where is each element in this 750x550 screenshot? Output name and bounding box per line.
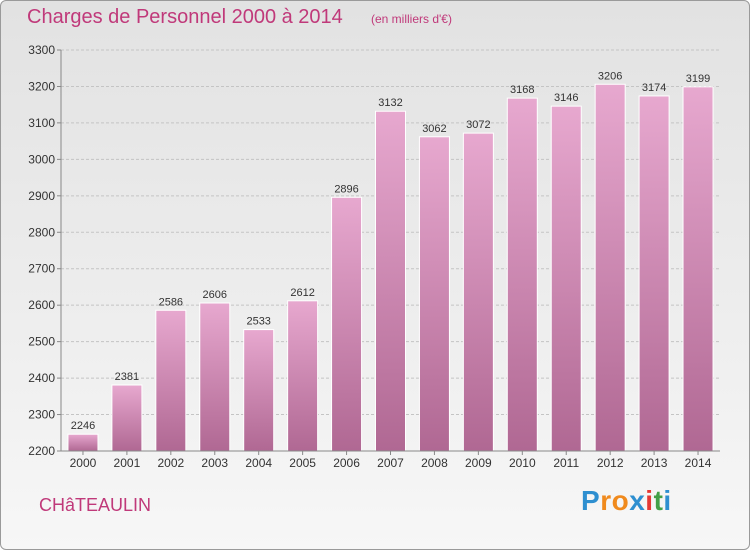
logo-letter: x: [629, 485, 646, 516]
x-tick-label: 2001: [114, 456, 141, 470]
bar: [287, 300, 319, 452]
x-tick-label: 2006: [333, 456, 360, 470]
bar-value-label: 3146: [554, 92, 578, 104]
bar: [506, 97, 538, 452]
bar-value-label: 3132: [378, 97, 402, 109]
proxiti-logo[interactable]: Proxiti: [581, 485, 672, 517]
bar-value-label: 2896: [334, 183, 358, 195]
bar-value-label: 3174: [642, 82, 666, 94]
y-tick-label: 3100: [28, 116, 55, 130]
x-tick-label: 2009: [465, 456, 492, 470]
y-tick-label: 3000: [28, 152, 55, 166]
chart-subtitle: (en milliers d'€): [371, 12, 452, 26]
y-tick-label: 2900: [28, 189, 55, 203]
x-tick-label: 2011: [553, 456, 579, 470]
bar-value-label: 2606: [203, 289, 227, 301]
y-tick-label: 2600: [28, 298, 55, 312]
logo-letter: i: [663, 485, 672, 516]
x-tick-label: 2003: [201, 456, 228, 470]
logo-letter: i: [645, 485, 654, 516]
x-tick-label: 2007: [377, 456, 404, 470]
bar: [155, 309, 187, 452]
bar: [111, 384, 143, 452]
x-tick-label: 2000: [70, 456, 97, 470]
bars: 2246 2381 2586 2606 2533 2612 2896 3132 3062 3072…: [67, 70, 714, 452]
y-tick-label: 2700: [28, 262, 55, 276]
bar-value-label: 3062: [422, 123, 446, 135]
bar: [638, 95, 670, 452]
bar: [243, 329, 275, 452]
chart-title: Charges de Personnel 2000 à 2014: [27, 6, 343, 28]
bar-value-label: 3168: [510, 84, 534, 96]
x-tick-label: 2005: [289, 456, 316, 470]
y-tick-label: 3200: [28, 79, 55, 93]
x-tick-label: 2012: [597, 456, 624, 470]
y-tick-label: 2800: [28, 225, 55, 239]
bar: [331, 196, 363, 452]
x-tick-label: 2004: [245, 456, 272, 470]
x-tick-label: 2002: [157, 456, 184, 470]
bar-value-label: 2533: [246, 316, 270, 328]
y-tick-label: 3300: [28, 43, 55, 57]
logo-letter: t: [653, 485, 664, 516]
bar: [462, 132, 494, 452]
bar: [418, 136, 450, 452]
x-tick-label: 2013: [641, 456, 668, 470]
bar-value-label: 2246: [71, 420, 95, 432]
y-tick-label: 2400: [28, 371, 55, 385]
logo-letter: r: [600, 485, 612, 516]
bar: [375, 110, 406, 452]
x-tick-label: 2010: [509, 456, 536, 470]
x-tick-label: 2014: [685, 456, 712, 470]
bar-value-label: 3072: [466, 119, 490, 131]
bar-value-label: 3206: [598, 70, 622, 82]
axes: 2200 2300 2400 2500 2600 2700 2800 2900 3000 3100…: [28, 43, 720, 470]
bar: [594, 83, 626, 452]
logo-letter: o: [611, 485, 630, 516]
y-tick-label: 2200: [28, 444, 55, 458]
bar-value-label: 3199: [686, 73, 710, 85]
bar: [199, 302, 231, 452]
bar-value-label: 2586: [159, 296, 183, 308]
logo-letter: P: [581, 485, 601, 516]
bar: [550, 105, 582, 452]
bar: [682, 86, 714, 452]
city-name: CHâTEAULIN: [39, 495, 152, 515]
bar: [67, 433, 99, 452]
y-tick-label: 2500: [28, 335, 55, 349]
x-tick-label: 2008: [421, 456, 448, 470]
bar-value-label: 2381: [115, 371, 139, 383]
bar-value-label: 2612: [290, 287, 314, 299]
y-tick-label: 2300: [28, 408, 55, 422]
